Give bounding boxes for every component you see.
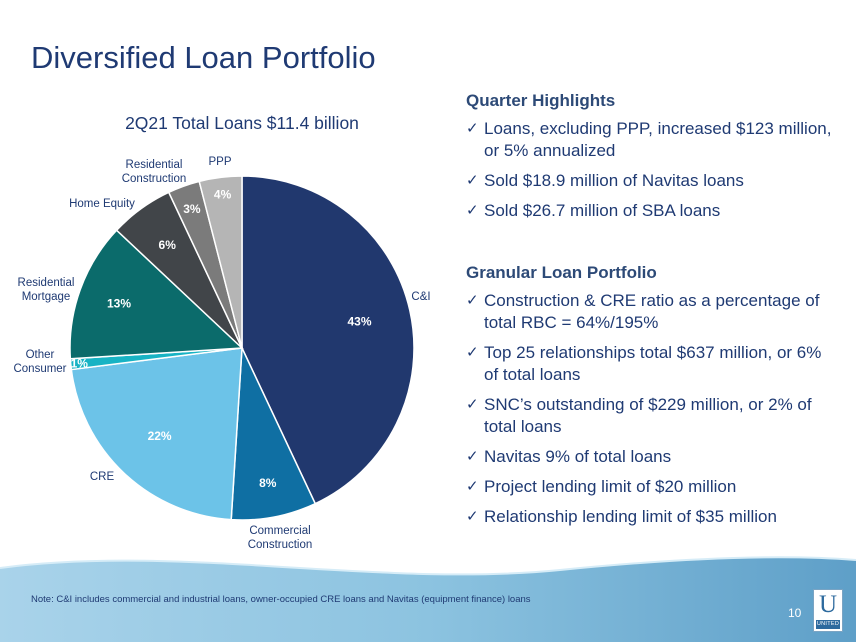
- list-item-text: Relationship lending limit of $35 millio…: [484, 507, 777, 526]
- list-item: ✓ SNC’s outstanding of $229 million, or 2…: [466, 394, 836, 438]
- chart-title: 2Q21 Total Loans $11.4 billion: [125, 113, 359, 133]
- logo-word: UNITED: [816, 620, 840, 629]
- footer-wave-shape: [0, 557, 856, 642]
- pie-slice: [241, 175, 415, 505]
- pie-slice: [69, 229, 244, 360]
- check-icon: ✓: [466, 202, 479, 219]
- footer-wave-band: [0, 556, 856, 642]
- granular-loan-portfolio-heading: Granular Loan Portfolio: [466, 263, 657, 282]
- pie-category-label: Residential Construction: [122, 159, 187, 185]
- pie-category-label-line: CRE: [90, 471, 115, 483]
- logo-glyph: U: [818, 591, 838, 618]
- pie-category-label: CRE: [90, 471, 115, 483]
- pie-category-labels: C&I Commercial Construction CRE Other Consume…: [13, 156, 430, 551]
- pie-slices: [69, 175, 415, 521]
- list-item-text: Loans, excluding PPP, increased $123 mil…: [484, 119, 832, 160]
- pie-category-label: C&I: [411, 291, 430, 303]
- list-item: ✓ Construction & CRE ratio as a percentag…: [466, 290, 836, 334]
- pie-category-label-line: Residential: [126, 159, 183, 171]
- check-icon: ✓: [466, 396, 479, 413]
- list-item-text: Project lending limit of $20 million: [484, 477, 737, 496]
- check-icon: ✓: [466, 120, 479, 137]
- check-icon: ✓: [466, 508, 479, 525]
- pie-value-label: 3%: [183, 202, 201, 216]
- pie-category-label: Residential Mortgage: [18, 277, 75, 303]
- pie-category-label-line: Commercial: [249, 525, 310, 537]
- pie-category-label: Home Equity: [69, 198, 135, 210]
- granular-loan-portfolio-panel: Granular Loan Portfolio ✓ Construction & …: [466, 263, 836, 536]
- pie-value-label: 4%: [214, 187, 232, 201]
- united-logo: U UNITED: [813, 589, 843, 632]
- pie-category-label-line: Construction: [248, 539, 313, 551]
- list-item-text: Sold $26.7 million of SBA loans: [484, 201, 721, 220]
- footer-wave-highlight: [0, 556, 856, 576]
- list-item: ✓ Loans, excluding PPP, increased $123 mi…: [466, 118, 836, 162]
- list-item: ✓ Sold $18.9 million of Navitas loans: [466, 170, 836, 192]
- list-item: ✓ Navitas 9% of total loans: [466, 446, 836, 468]
- list-item: ✓ Project lending limit of $20 million: [466, 476, 836, 498]
- check-icon: ✓: [466, 172, 479, 189]
- pie-category-label: PPP: [208, 156, 231, 168]
- pie-value-labels: 43% 8% 22% 1% 13% 6% 3% 4%: [71, 187, 372, 490]
- quarter-highlights-heading: Quarter Highlights: [466, 91, 616, 110]
- check-icon: ✓: [466, 478, 479, 495]
- slide-footnote: Note: C&I includes commercial and indust…: [31, 594, 531, 605]
- pie-value-label: 22%: [148, 429, 172, 443]
- list-item: ✓ Relationship lending limit of $35 milli…: [466, 506, 836, 528]
- slide-title: Diversified Loan Portfolio: [31, 40, 376, 75]
- pie-category-label-line: C&I: [411, 291, 430, 303]
- pie-category-label-line: Home Equity: [69, 198, 135, 210]
- pie-category-label-line: Other: [26, 349, 55, 361]
- pie-category-label-line: PPP: [208, 156, 231, 168]
- pie-slice: [198, 175, 243, 349]
- pie-value-label: 6%: [159, 238, 177, 252]
- pie-value-label: 1%: [71, 356, 89, 370]
- granular-loan-portfolio-list: ✓ Construction & CRE ratio as a percentag…: [466, 290, 836, 528]
- quarter-highlights-list: ✓ Loans, excluding PPP, increased $123 mi…: [466, 118, 836, 222]
- check-icon: ✓: [466, 448, 479, 465]
- pie-category-label-line: Residential: [18, 277, 75, 289]
- list-item: ✓ Top 25 relationships total $637 million…: [466, 342, 836, 386]
- list-item-text: Construction & CRE ratio as a percentage…: [484, 291, 820, 332]
- list-item: ✓ Sold $26.7 million of SBA loans: [466, 200, 836, 222]
- pie-value-label: 43%: [347, 315, 371, 329]
- pie-category-label: Other Consumer: [13, 349, 66, 375]
- pie-category-label-line: Mortgage: [22, 291, 71, 303]
- check-icon: ✓: [466, 344, 479, 361]
- list-item-text: Navitas 9% of total loans: [484, 447, 672, 466]
- pie-value-label: 8%: [259, 476, 277, 490]
- page-number: 10: [788, 606, 802, 620]
- pie-slice: [70, 347, 243, 521]
- pie-category-label-line: Construction: [122, 173, 187, 185]
- check-icon: ✓: [466, 292, 479, 309]
- pie-category-label: Commercial Construction: [248, 525, 313, 551]
- list-item-text: SNC’s outstanding of $229 million, or 2%…: [484, 395, 812, 436]
- pie-value-label: 13%: [107, 297, 131, 311]
- list-item-text: Top 25 relationships total $637 million,…: [484, 343, 822, 384]
- quarter-highlights-panel: Quarter Highlights ✓ Loans, excluding PPP…: [466, 91, 836, 230]
- list-item-text: Sold $18.9 million of Navitas loans: [484, 171, 744, 190]
- pie-category-label-line: Consumer: [13, 363, 66, 375]
